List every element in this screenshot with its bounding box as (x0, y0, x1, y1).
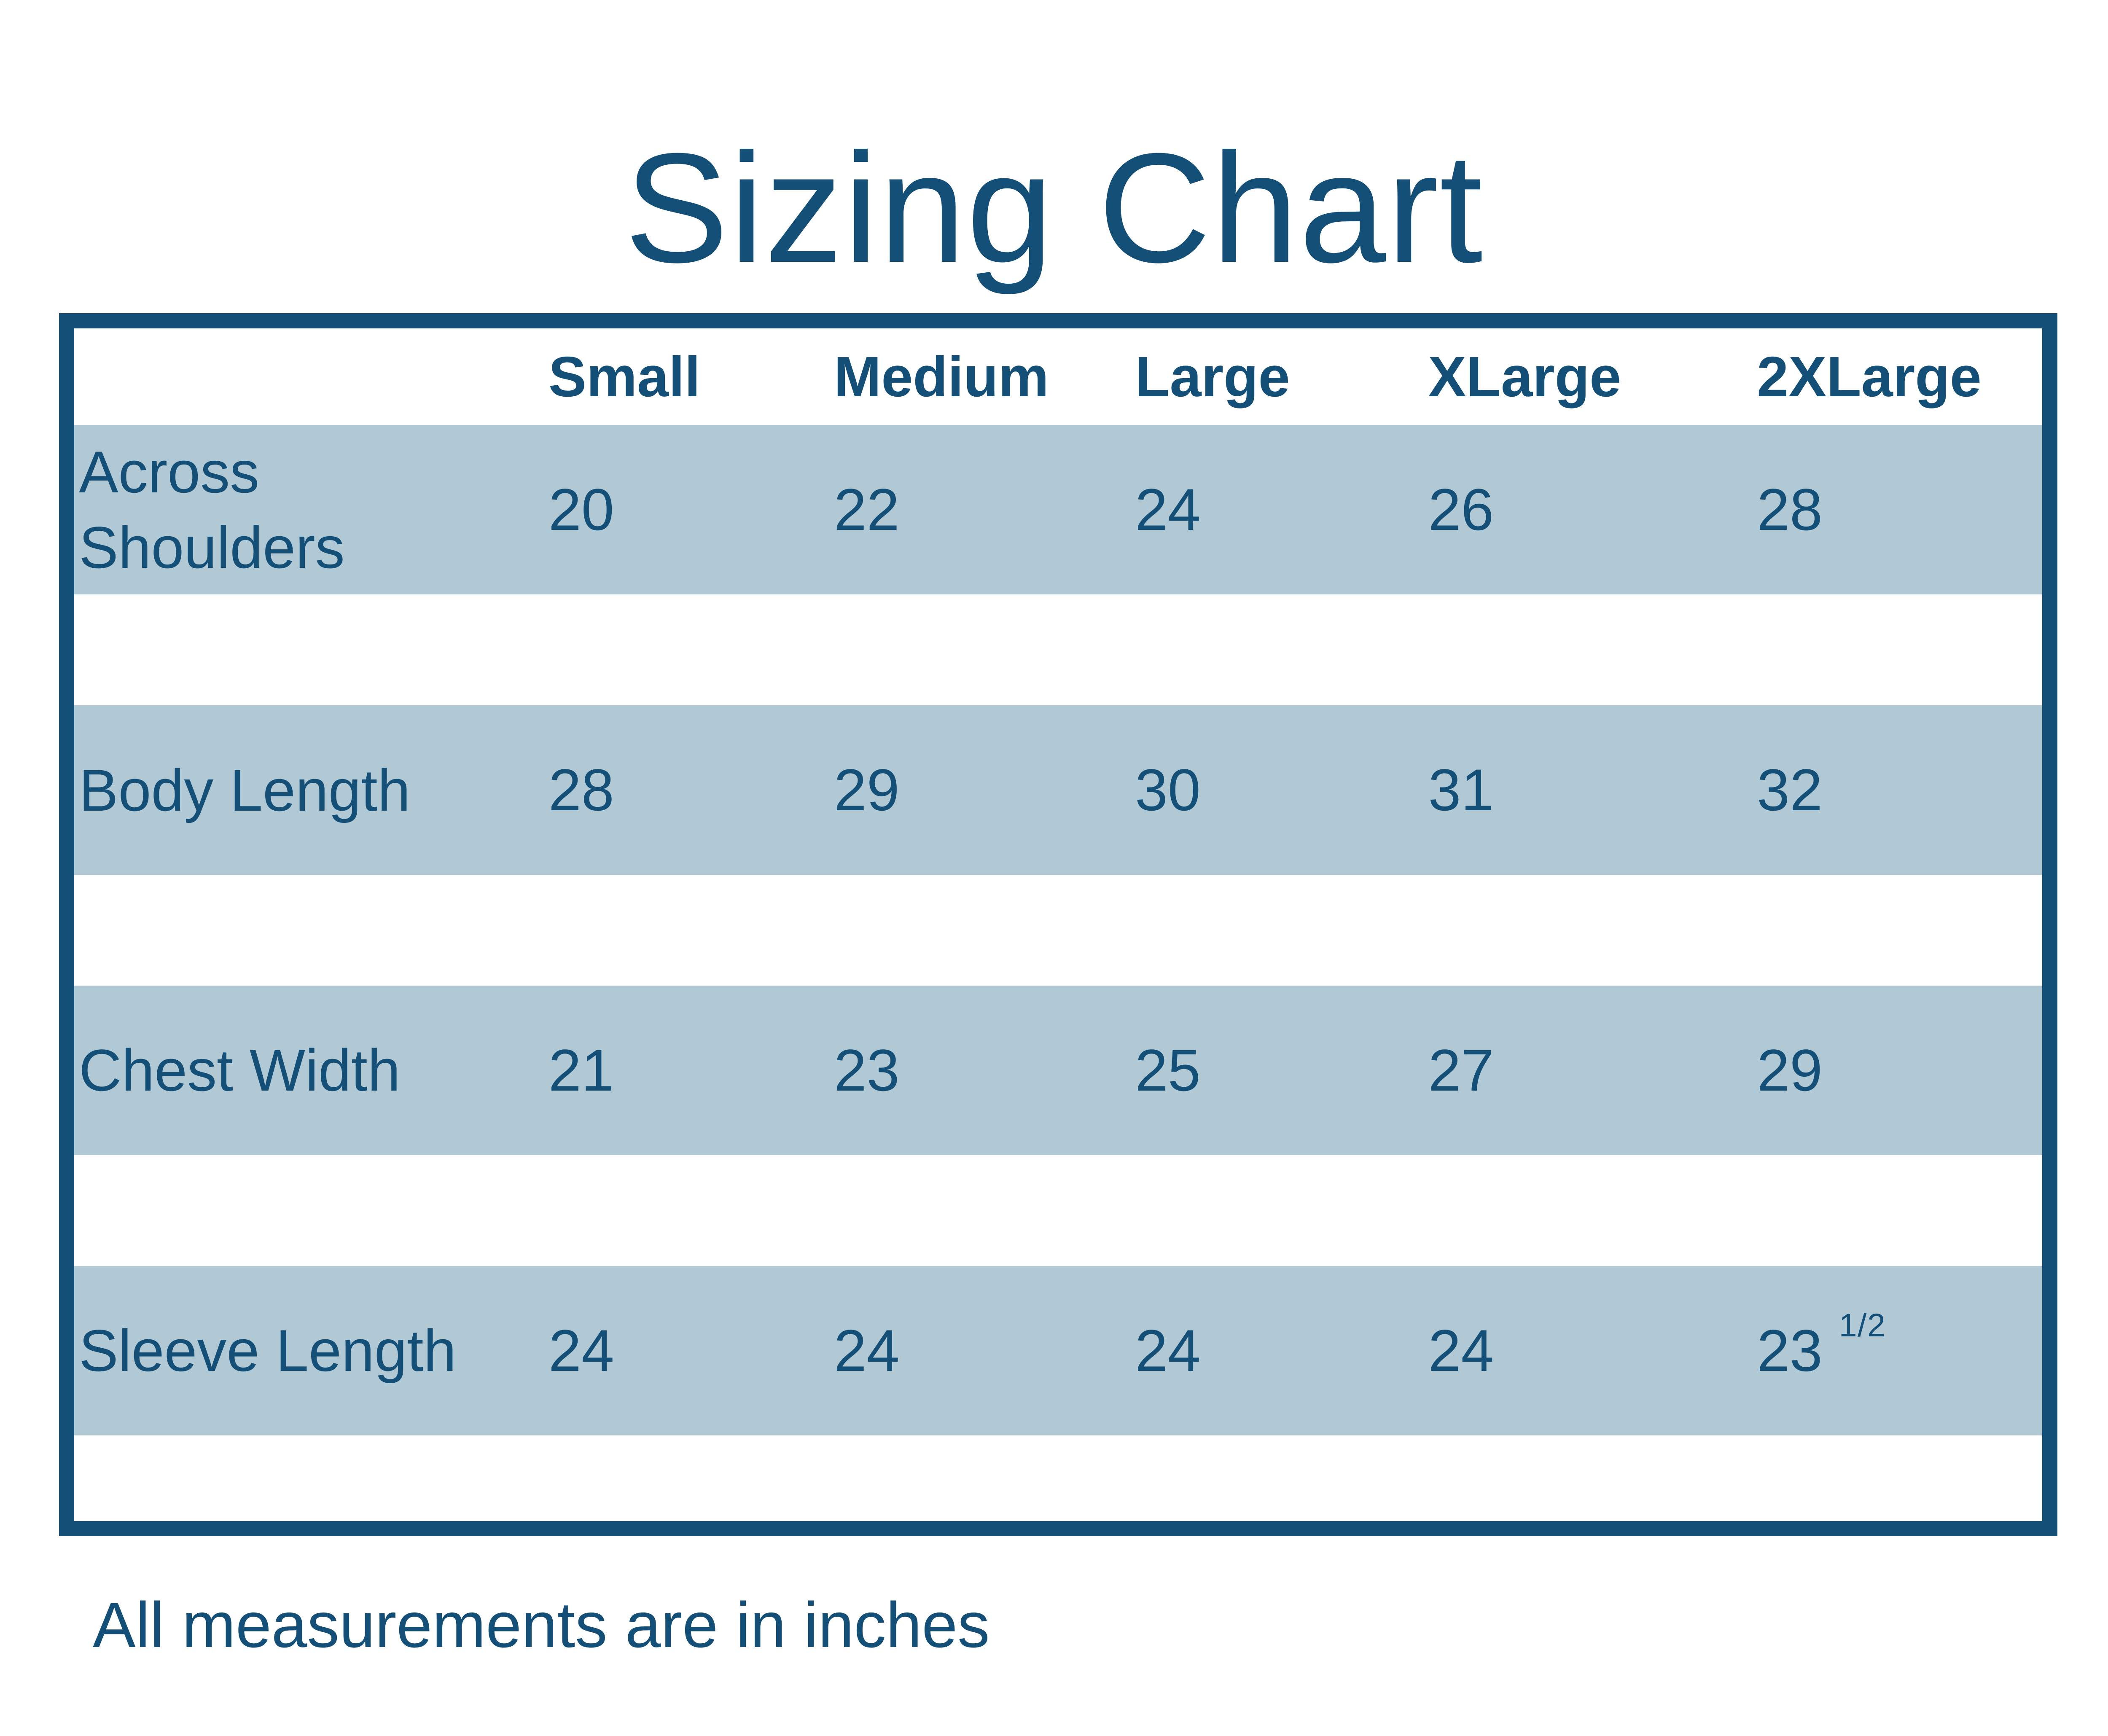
size-value: 29 (1757, 1037, 1823, 1103)
measurements-note: All measurements are in inches (93, 1589, 990, 1661)
page-title: Sizing Chart (624, 121, 1484, 295)
table-row: Sleeve Length 24 24 24 24 23 1/2 (74, 1266, 2042, 1435)
row-gap (74, 875, 2042, 986)
fraction-superscript: 1/2 (1839, 1307, 1886, 1344)
row-label: Across Shoulders (79, 439, 345, 581)
size-value: 28 (1757, 476, 1823, 543)
sizing-table: Small Medium Large XLarge 2XLarge Across… (59, 313, 2057, 1537)
size-value: 24 (834, 1317, 900, 1384)
row-gap (74, 1155, 2042, 1266)
size-value: 20 (548, 476, 614, 543)
table-header-row: Small Medium Large XLarge 2XLarge (74, 328, 2042, 425)
size-value: 23 1/2 (1757, 1307, 1886, 1384)
size-value: 22 (834, 476, 900, 543)
size-value: 28 (548, 757, 614, 823)
size-value: 32 (1757, 757, 1823, 823)
row-gap (74, 1435, 2042, 1521)
size-value: 29 (834, 757, 900, 823)
size-value: 23 (834, 1037, 900, 1103)
row-label: Chest Width (79, 1037, 401, 1104)
column-header-small: Small (548, 345, 701, 409)
size-value: 26 (1428, 476, 1494, 543)
column-header-medium: Medium (834, 345, 1049, 409)
size-value: 24 (548, 1317, 614, 1384)
table-row: Across Shoulders 20 22 24 26 28 (74, 425, 2042, 595)
table-row: Chest Width 21 23 25 27 29 (74, 986, 2042, 1155)
size-value: 24 (1135, 476, 1201, 543)
size-value: 31 (1428, 757, 1494, 823)
table-row: Body Length 28 29 30 31 32 (74, 705, 2042, 875)
row-label: Body Length (79, 757, 411, 823)
size-value: 24 (1428, 1317, 1494, 1384)
row-label: Sleeve Length (79, 1317, 457, 1384)
size-value: 24 (1135, 1317, 1201, 1384)
column-header-xlarge: XLarge (1428, 345, 1621, 409)
size-value: 25 (1135, 1037, 1201, 1103)
size-value: 21 (548, 1037, 614, 1103)
row-gap (74, 594, 2042, 706)
column-header-large: Large (1135, 345, 1290, 409)
size-value: 27 (1428, 1037, 1494, 1103)
size-value: 30 (1135, 757, 1201, 823)
column-header-2xlarge: 2XLarge (1757, 345, 1982, 409)
